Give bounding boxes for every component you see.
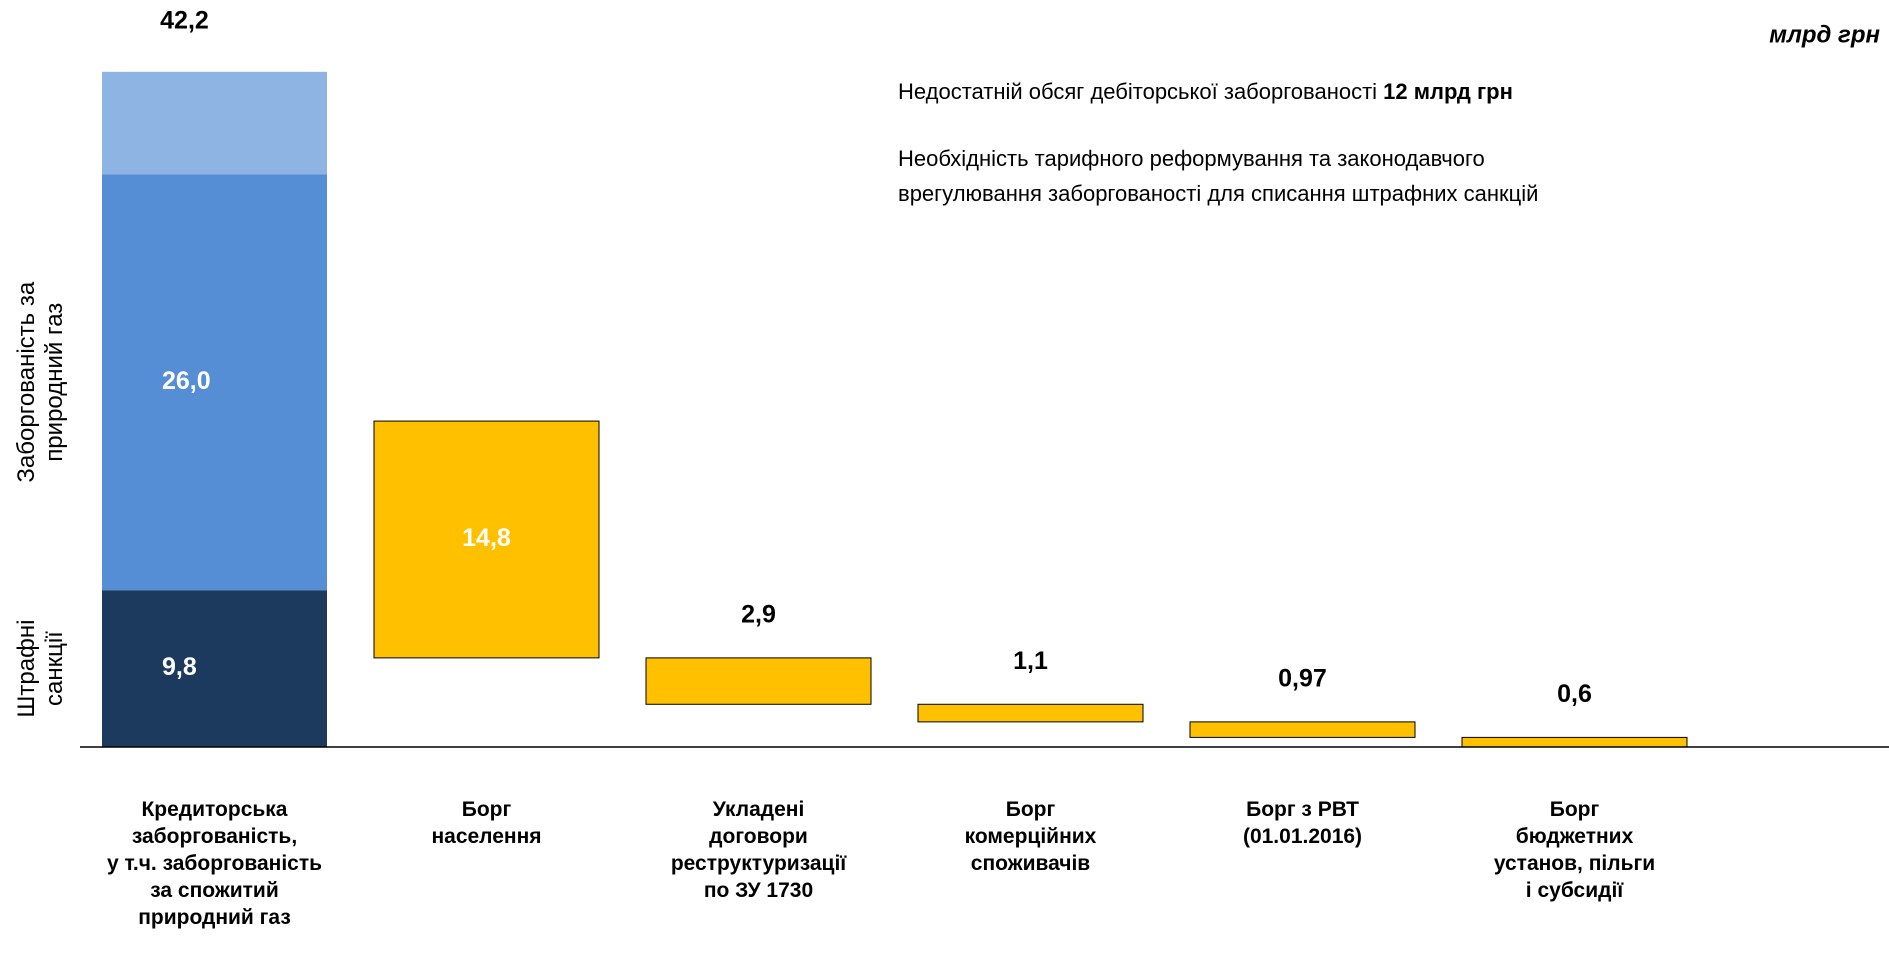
x-tick-label: Укладені договори реструктуризації по ЗУ 17… <box>671 798 847 902</box>
value-label: 2,9 <box>741 600 776 628</box>
x-tick-label-line: Укладені <box>713 798 805 821</box>
x-tick-label-line: у т.ч. заборгованість <box>107 852 322 875</box>
annotation: Недостатній обсяг дебіторської заборгова… <box>898 79 1513 104</box>
x-tick-label-line: Борг <box>1550 798 1600 821</box>
side-label: Штрафнісанкції <box>13 620 68 718</box>
x-tick-label-line: бюджетних <box>1516 825 1634 848</box>
bar <box>373 420 600 659</box>
x-tick-label: Борг населення <box>431 798 541 848</box>
value-label: 26,0 <box>162 367 211 395</box>
x-tick-label-line: і субсидії <box>1526 879 1624 902</box>
annotation-bold: 12 млрд грн <box>1383 79 1513 104</box>
x-tick-label-line: споживачів <box>971 852 1091 875</box>
x-tick-label: Борг комерційних споживачів <box>965 798 1097 875</box>
x-tick-label-line: реструктуризації <box>671 852 847 875</box>
bar <box>1189 721 1416 738</box>
x-tick-label-line: природний газ <box>138 906 291 929</box>
annotation-text: Недостатній обсяг дебіторської заборгова… <box>898 79 1383 104</box>
stack-segment <box>102 590 327 747</box>
x-tick-label-line: за спожитий <box>150 879 279 902</box>
x-tick-label-line: договори <box>709 825 808 848</box>
value-label: 0,6 <box>1557 680 1592 708</box>
value-label: 0,97 <box>1278 664 1327 692</box>
bar <box>645 657 872 705</box>
value-label: 9,8 <box>162 653 197 681</box>
x-tick-label-line: Борг <box>462 798 512 821</box>
x-tick-label-line: Борг <box>1006 798 1056 821</box>
x-tick-label: Борг з РВТ (01.01.2016) <box>1243 798 1362 848</box>
unit-label: млрд грн <box>1769 21 1880 48</box>
x-tick-label-line: по ЗУ 1730 <box>704 879 813 902</box>
x-tick-label-line: (01.01.2016) <box>1243 825 1362 848</box>
x-tick-label: Кредиторська заборгованість, у т.ч. заборг… <box>107 798 322 929</box>
x-tick-label-line: Борг з РВТ <box>1246 798 1359 821</box>
x-tick-label: Борг бюджетних установ, пільги і субсидії <box>1494 798 1655 902</box>
value-label: 14,8 <box>462 524 511 552</box>
side-label-line: санкції <box>41 631 68 706</box>
side-label: Заборгованість заприродний газ <box>13 281 68 482</box>
annotation: Необхідність тарифного реформування та з… <box>898 146 1485 171</box>
side-label-line: Заборгованість за <box>13 281 40 482</box>
annotation: врегулювання заборгованості для списання… <box>898 181 1538 206</box>
x-tick-label-line: комерційних <box>965 825 1097 848</box>
bar <box>917 703 1144 723</box>
x-tick-label-line: установ, пільги <box>1494 852 1655 875</box>
side-label-line: Штрафні <box>13 620 40 718</box>
x-tick-label-line: Кредиторська <box>141 798 287 821</box>
side-label-line: природний газ <box>41 303 68 462</box>
total-label: 42,2 <box>160 7 209 35</box>
x-tick-label-line: населення <box>431 825 541 848</box>
x-tick-label-line: заборгованість, <box>132 825 297 848</box>
value-label: 1,1 <box>1013 647 1048 675</box>
stack-segment <box>102 71 327 175</box>
bar <box>1461 736 1688 748</box>
stack-segment <box>102 174 327 591</box>
